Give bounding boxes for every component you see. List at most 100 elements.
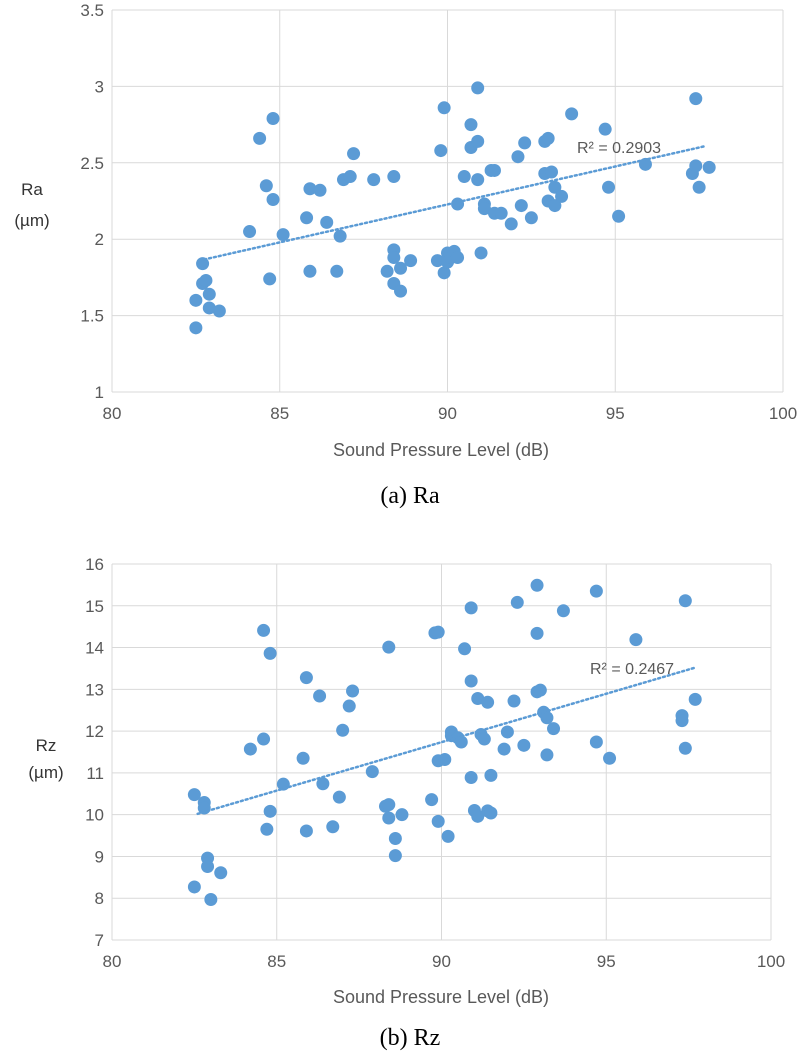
data-point bbox=[678, 741, 692, 755]
data-point bbox=[464, 118, 478, 132]
grid-a bbox=[111, 9, 784, 393]
data-point bbox=[477, 202, 491, 216]
data-point bbox=[434, 144, 448, 158]
data-point bbox=[296, 751, 310, 765]
data-point bbox=[530, 626, 544, 640]
data-point bbox=[431, 814, 445, 828]
data-point bbox=[688, 692, 702, 706]
points-a bbox=[189, 81, 716, 335]
data-point bbox=[388, 831, 402, 845]
y-axis-label-b: Rz bbox=[36, 736, 57, 755]
data-point bbox=[437, 101, 451, 115]
x-tick-label: 90 bbox=[432, 952, 451, 971]
data-point bbox=[548, 199, 562, 213]
data-point bbox=[342, 699, 356, 713]
data-point bbox=[603, 751, 617, 765]
data-point bbox=[394, 261, 408, 275]
r2-label-a: R² = 0.2903 bbox=[577, 140, 661, 157]
data-point bbox=[189, 293, 203, 307]
data-point bbox=[454, 735, 468, 749]
data-point bbox=[320, 215, 334, 229]
data-point bbox=[382, 798, 396, 812]
data-point bbox=[548, 180, 562, 194]
data-point bbox=[555, 189, 569, 203]
data-point bbox=[382, 811, 396, 825]
data-point bbox=[430, 254, 444, 268]
data-point bbox=[517, 738, 531, 752]
y-tick-label: 11 bbox=[86, 764, 104, 783]
y-tick-label: 15 bbox=[85, 597, 104, 616]
y-tick-label: 2.5 bbox=[80, 154, 104, 173]
data-point bbox=[511, 150, 525, 164]
data-point bbox=[260, 822, 274, 836]
data-point bbox=[545, 165, 559, 179]
data-point bbox=[259, 179, 273, 193]
data-point bbox=[316, 777, 330, 791]
data-point bbox=[214, 866, 228, 880]
x-tick-label: 100 bbox=[757, 952, 785, 971]
y-tick-label: 12 bbox=[85, 722, 104, 741]
data-point bbox=[589, 584, 603, 598]
data-point bbox=[514, 199, 528, 213]
data-point bbox=[494, 206, 508, 220]
data-point bbox=[484, 768, 498, 782]
data-point bbox=[464, 674, 478, 688]
data-point bbox=[343, 170, 357, 184]
data-point bbox=[484, 806, 498, 820]
data-point bbox=[404, 254, 418, 268]
x-tick-label: 85 bbox=[270, 404, 289, 423]
caption-b: (b) Rz bbox=[380, 1025, 441, 1051]
data-point bbox=[471, 81, 485, 95]
y-axis-unit-b: (µm) bbox=[28, 763, 63, 782]
data-point bbox=[365, 765, 379, 779]
data-point bbox=[629, 633, 643, 647]
y-ticks-a: 1 1.5 2 2.5 3 3.5 bbox=[80, 1, 104, 402]
data-point bbox=[471, 692, 485, 706]
data-point bbox=[199, 273, 213, 287]
data-point bbox=[336, 723, 350, 737]
data-point bbox=[598, 122, 612, 136]
data-point bbox=[451, 197, 465, 211]
data-point bbox=[547, 722, 561, 736]
data-point bbox=[299, 824, 313, 838]
data-point bbox=[263, 646, 277, 660]
data-point bbox=[481, 695, 495, 709]
x-axis-label-a: Sound Pressure Level (dB) bbox=[333, 440, 549, 460]
data-point bbox=[510, 595, 524, 609]
data-point bbox=[243, 225, 257, 239]
y-ticks-b: 7 8 9 10 11 12 13 14 15 16 bbox=[85, 555, 104, 950]
data-point bbox=[565, 107, 579, 121]
data-point bbox=[187, 880, 201, 894]
data-point bbox=[471, 134, 485, 148]
data-point bbox=[689, 159, 703, 173]
data-point bbox=[330, 264, 344, 278]
x-tick-label: 95 bbox=[606, 404, 625, 423]
y-axis-label-a: Ra bbox=[21, 180, 43, 199]
data-point bbox=[458, 642, 472, 656]
data-point bbox=[533, 683, 547, 697]
data-point bbox=[451, 251, 465, 265]
y-tick-label: 3.5 bbox=[80, 1, 104, 20]
y-tick-label: 14 bbox=[85, 639, 104, 658]
data-point bbox=[612, 209, 626, 223]
data-point bbox=[487, 163, 501, 177]
chart-b: 7 8 9 10 11 12 13 14 15 16 80 85 90 95 100 R² = 0.246… bbox=[28, 555, 785, 1051]
data-point bbox=[313, 183, 327, 197]
data-point bbox=[702, 160, 716, 174]
data-point bbox=[382, 640, 396, 654]
data-point bbox=[300, 211, 314, 225]
x-tick-label: 80 bbox=[103, 404, 122, 423]
data-point bbox=[540, 711, 554, 725]
data-point bbox=[346, 684, 360, 698]
data-point bbox=[692, 180, 706, 194]
data-point bbox=[333, 229, 347, 243]
data-point bbox=[500, 725, 514, 739]
data-point bbox=[441, 829, 455, 843]
data-point bbox=[387, 251, 401, 265]
data-point bbox=[556, 604, 570, 618]
data-point bbox=[394, 284, 408, 298]
data-point bbox=[689, 92, 703, 106]
y-tick-label: 3 bbox=[95, 77, 104, 96]
caption-a: (a) Ra bbox=[380, 483, 440, 509]
